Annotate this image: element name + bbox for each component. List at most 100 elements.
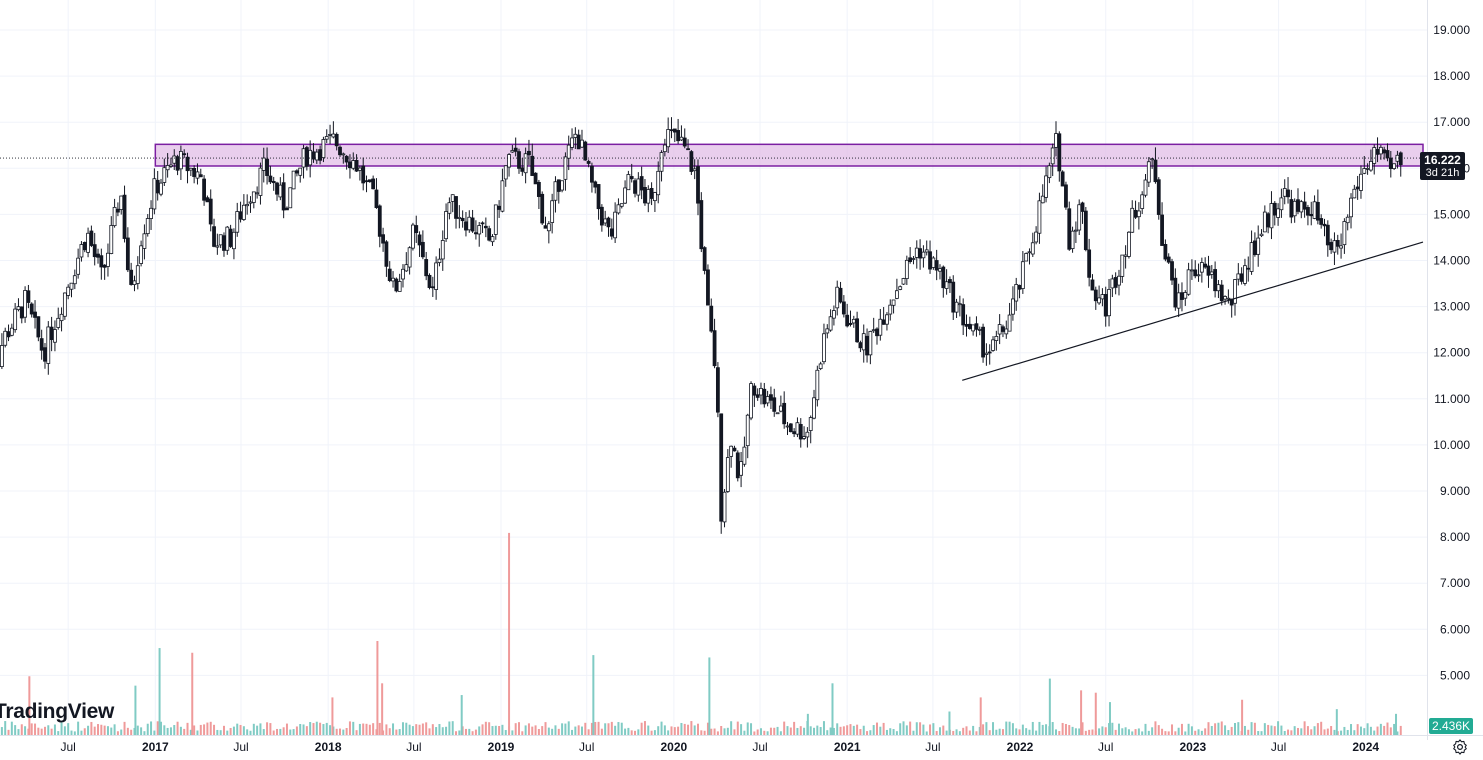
volume-bar [1068,725,1071,735]
volume-bar [478,726,481,735]
candle-body [1329,242,1334,251]
volume-bar [1280,725,1283,735]
volume-spike [158,648,161,735]
time-axis[interactable]: Jul 2017 Jul 2018 Jul 2019 Jul 2020 Jul 2021 Jul 20… [0,735,1483,755]
candle-body [79,244,84,258]
candle-body [855,318,860,343]
candle-body [129,269,134,285]
candle-body [43,347,47,362]
candle-body [268,175,273,183]
volume-bar [1214,723,1217,735]
candle-body [997,324,1002,335]
volume-bar [1167,731,1170,735]
candle-body [984,352,989,355]
candle-body [1153,159,1158,183]
candle-body [934,260,939,271]
candle-body [513,147,518,152]
candle-body [851,318,856,324]
volume-bar [1021,724,1024,735]
drawing-overlay[interactable] [0,157,1427,381]
candle-body [1296,199,1300,212]
candle-body [802,436,806,439]
volume-bar [537,728,540,735]
volume-bar [743,730,746,735]
volume-bar [1283,730,1286,735]
settings-icon[interactable] [1451,738,1469,756]
price-axis[interactable]: 5.000 6.000 7.000 8.000 9.000 10.000 11.000 12.… [1427,0,1483,760]
candle-body [291,170,296,190]
candle-body [792,431,797,435]
volume-bar [1296,727,1299,735]
candle-body [341,153,346,156]
candle-body [344,155,349,163]
candle-body [318,149,323,161]
candle-body [1163,243,1168,260]
volume-bar [256,725,259,735]
candle-body [132,280,137,286]
volume-bar [305,726,308,735]
volume-bar [1353,730,1356,735]
candle-body [1369,161,1373,171]
volume-bar [1098,728,1101,735]
volume-spike [1048,678,1051,735]
volume-bar [988,730,991,735]
candle-body [994,335,999,341]
candle-body [1315,201,1320,221]
time-tick-label: Jul [752,740,767,754]
volume-bar [521,731,524,735]
candle-body [1027,251,1032,254]
volume-bar [922,724,925,735]
volume-bar [627,727,630,735]
volume-bar [716,731,719,735]
candle-body [1004,328,1009,335]
volume-bar [687,724,690,735]
volume-bar [1177,727,1180,735]
volume-spike [1335,709,1338,735]
volume-bar [1101,726,1104,735]
volume-bar [1045,724,1048,735]
volume-bar [657,726,660,735]
candle-body [354,160,359,172]
volume-bar [1018,729,1021,735]
resistance-zone-rect[interactable] [154,143,1424,167]
price-tick-label: 17.000 [1433,115,1470,129]
volume-bar [166,727,169,735]
volume-bar [87,725,90,735]
candle-body [1050,147,1055,165]
candle-body [1378,146,1383,155]
candle-body [135,265,140,284]
volume-bar [1247,729,1250,735]
volume-bar [206,722,209,735]
volume-bar [1373,730,1376,735]
candle-body [633,180,637,194]
candle-body [0,345,4,367]
candle-body [1355,186,1360,190]
resistance-zone[interactable] [154,143,1424,167]
volume-bar [660,721,663,735]
candle-body [122,194,127,239]
volume-bar [524,725,527,735]
candle-body [178,150,183,170]
volume-bar [819,727,822,735]
volume-bar [431,724,434,735]
candle-body [828,316,833,331]
candle-body [808,417,813,431]
volume-bar [720,725,723,735]
candle-body [1199,262,1204,273]
volume-bar [504,730,507,735]
candle-body [1279,197,1284,211]
volume-bar [1204,728,1207,735]
volume-bar [547,727,550,735]
trendline[interactable] [962,241,1424,381]
volume-bar [266,722,269,735]
candle-body [381,234,385,244]
volume-bar [1184,731,1187,735]
candle-body [149,207,153,219]
candle-body [1130,207,1135,233]
candle-body [991,339,995,351]
candle-body [894,290,899,299]
volume-bar [822,721,825,735]
volume-spike [191,652,194,735]
candle-body [1362,168,1367,174]
